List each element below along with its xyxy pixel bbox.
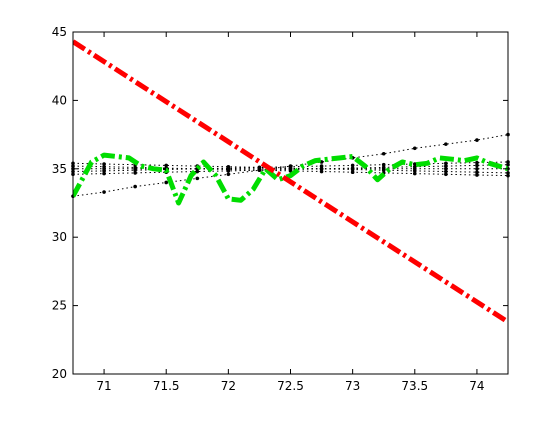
data-point (475, 138, 479, 142)
data-point (102, 162, 106, 166)
series-line-3 (73, 161, 508, 172)
data-point (412, 162, 417, 166)
data-point (412, 169, 417, 173)
y-tick-label: 30 (52, 230, 67, 244)
data-point (257, 168, 262, 172)
data-point (475, 163, 479, 168)
data-point (164, 180, 169, 185)
x-tick-label: 73 (345, 379, 360, 393)
data-point (133, 165, 137, 170)
data-point (226, 169, 231, 173)
tick-layer: 71 71.5 72 72.5 73 73.5 74 20 25 30 35 40 45 (52, 25, 508, 393)
data-point (350, 163, 355, 168)
data-point (412, 146, 417, 151)
data-point (381, 168, 386, 172)
series-line-1 (73, 152, 508, 206)
data-point (102, 164, 106, 169)
data-point (412, 171, 417, 176)
series-line-0 (73, 39, 508, 325)
data-point (381, 162, 386, 167)
data-point (226, 172, 231, 177)
data-point (319, 169, 324, 174)
y-tick-label: 20 (52, 367, 67, 381)
data-point (475, 173, 479, 177)
series-layer (71, 39, 510, 325)
x-tick-label: 71.5 (153, 379, 180, 393)
y-tick-label: 40 (52, 93, 67, 107)
y-tick-label: 35 (52, 162, 67, 176)
data-point (444, 172, 448, 177)
data-point (475, 170, 479, 175)
data-point (444, 169, 448, 174)
series-line-6 (73, 164, 508, 175)
x-tick-label: 73.5 (401, 379, 428, 393)
series-line-5 (73, 165, 508, 177)
data-point (381, 151, 386, 156)
x-tick-label: 72.5 (277, 379, 304, 393)
y-tick-label: 45 (52, 25, 67, 39)
data-point (350, 167, 355, 172)
data-point (195, 169, 200, 174)
x-tick-label: 71 (96, 379, 111, 393)
data-point (319, 164, 324, 168)
data-point (102, 171, 106, 176)
series-line-2 (73, 134, 508, 197)
data-point (444, 167, 448, 171)
data-point (102, 190, 106, 194)
data-point (475, 167, 479, 171)
data-point (350, 170, 355, 175)
x-tick-label: 72 (221, 379, 236, 393)
y-tick-label: 25 (52, 299, 67, 313)
data-point (133, 171, 137, 175)
data-point (288, 166, 293, 170)
x-tick-label: 74 (469, 379, 484, 393)
data-point (444, 161, 448, 166)
data-point (475, 160, 479, 165)
data-point (164, 163, 169, 168)
data-point (381, 165, 386, 170)
data-point (444, 164, 448, 168)
data-point (412, 164, 417, 169)
data-point (195, 176, 200, 181)
data-point (257, 165, 262, 170)
data-point (319, 167, 324, 171)
series-line-7 (73, 162, 508, 174)
data-point (226, 164, 231, 169)
data-point (444, 142, 448, 146)
data-point (133, 184, 137, 189)
